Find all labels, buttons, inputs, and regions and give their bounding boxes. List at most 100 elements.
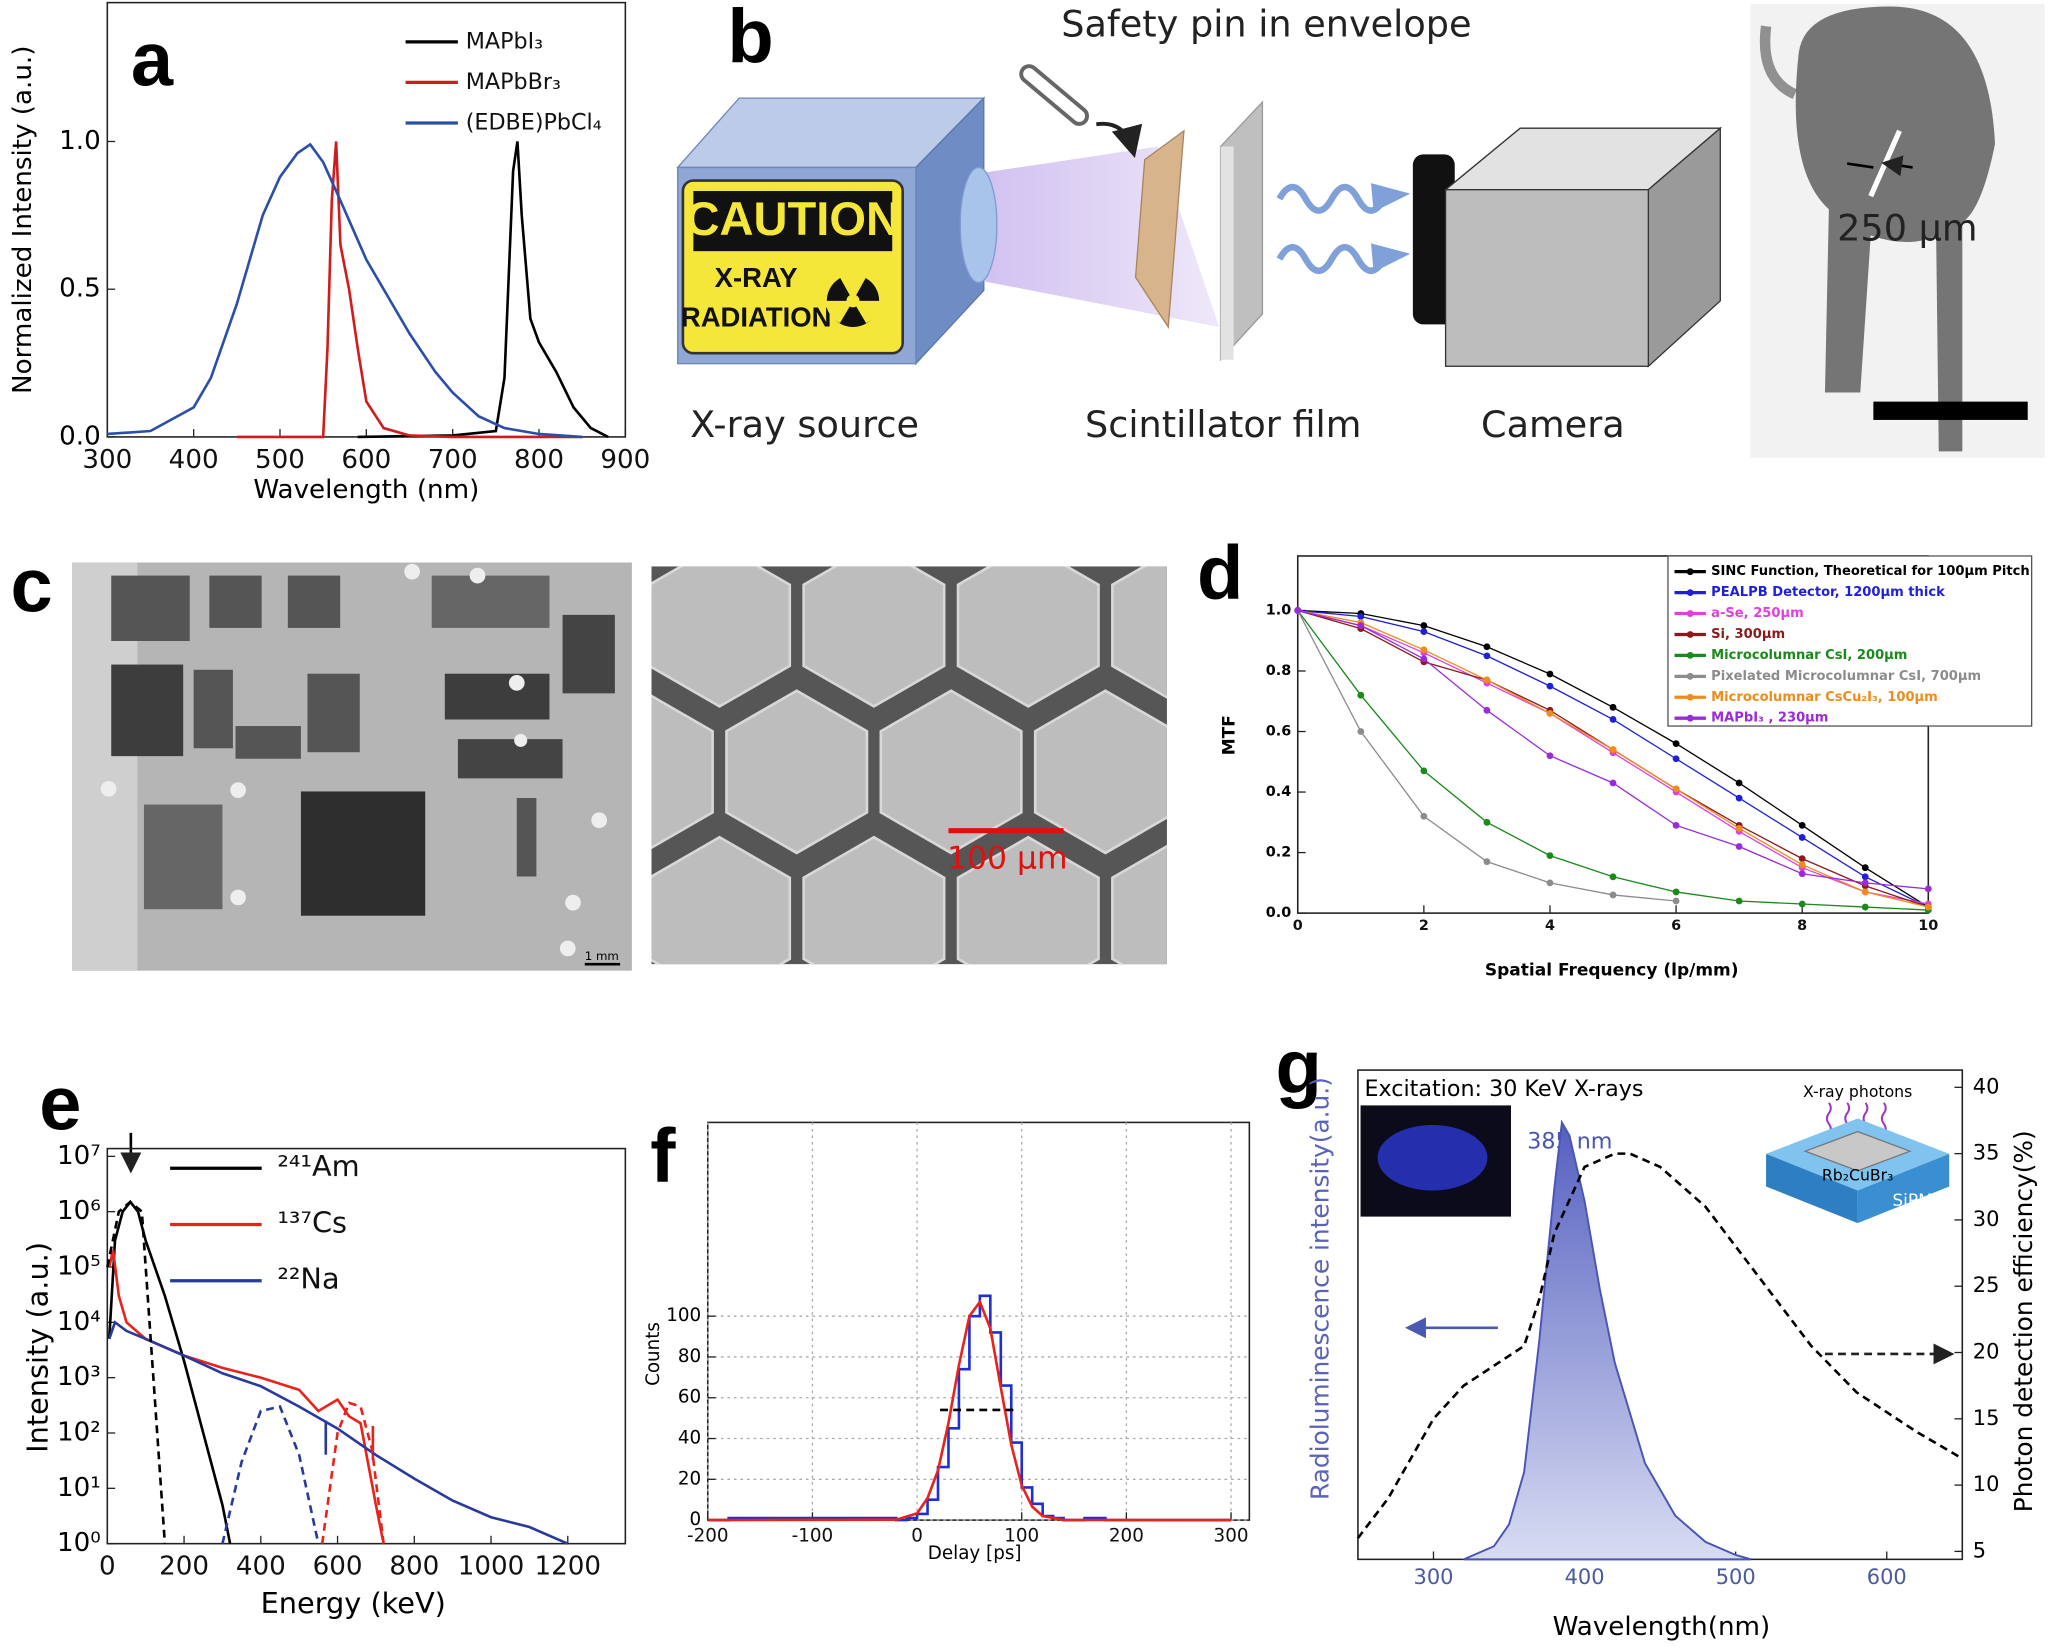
sign-text: X-RAY: [715, 262, 798, 293]
x-tick-label: 200: [159, 1552, 209, 1582]
x-tick-label: 0: [911, 1526, 923, 1547]
legend-box: [1667, 555, 2033, 727]
plot-frame: [106, 1147, 627, 1545]
marker: [1735, 824, 1743, 832]
line: [320, 1401, 385, 1544]
marker: [1798, 900, 1806, 908]
component-label: Scintillator film: [1085, 403, 1361, 446]
marker: [1861, 879, 1869, 887]
x-tick-label: 500: [1716, 1565, 1756, 1589]
legend-label: Pixelated Microcolumnar CsI, 700μm: [1711, 669, 1981, 684]
marker: [1861, 888, 1869, 896]
chart-title: Excitation: 30 KeV X-rays: [1364, 1076, 1643, 1102]
marker: [1672, 821, 1680, 829]
marker: [1420, 628, 1428, 636]
y-tick-label: 100: [666, 1305, 701, 1326]
legend-marker: [1686, 631, 1694, 638]
marker: [1798, 870, 1806, 878]
marker: [1546, 752, 1554, 760]
marker: [1483, 643, 1491, 651]
hexagon: [725, 689, 869, 855]
marker: [1672, 897, 1680, 905]
legend-label: MAPbI₃ , 230μm: [1711, 711, 1828, 726]
plot-frame: [706, 1121, 1251, 1521]
annotation: X-ray photons: [1803, 1082, 1912, 1101]
marker: [1483, 858, 1491, 866]
x-tick-label: 700: [428, 445, 478, 475]
marker: [1357, 728, 1365, 735]
marker: [1420, 622, 1428, 629]
hexagon: [651, 694, 714, 850]
legend-marker: [1686, 714, 1694, 722]
scale-label: 100 μm: [947, 840, 1067, 876]
y-tick-label: 0.8: [1266, 663, 1291, 679]
panel-label: a: [131, 17, 174, 102]
x-axis-title: Energy (keV): [261, 1586, 446, 1620]
x-tick-label: 1200: [535, 1552, 602, 1582]
legend-label: MAPbBr₃: [466, 69, 561, 95]
marker: [1672, 785, 1680, 793]
x-tick-label: 800: [514, 445, 564, 475]
hexagon: [1344, 398, 1484, 560]
hexagon: [1111, 566, 1167, 699]
y-tick-label: 20: [678, 1468, 701, 1489]
marker: [1357, 613, 1365, 620]
hexagon: [1111, 844, 1167, 965]
panel-label: d: [1197, 530, 1243, 615]
y-tick-label: 10⁷: [57, 1141, 101, 1171]
legend-label: ¹³⁷Cs: [277, 1205, 347, 1239]
x-tick-label: 8: [1797, 918, 1807, 934]
legend-marker: [1686, 589, 1694, 597]
marker: [1609, 746, 1617, 754]
legend-label: ²²Na: [277, 1262, 339, 1296]
marker: [1798, 855, 1806, 863]
legend-label: ²⁴¹Am: [277, 1149, 359, 1183]
y-tick-label: 10⁰: [57, 1528, 101, 1558]
line: [106, 1200, 167, 1544]
line: [707, 1294, 1232, 1522]
line: [707, 1299, 1232, 1522]
legend-label: (EDBE)PbCl₄: [466, 109, 602, 135]
legend-label: MAPbI₃: [466, 28, 543, 54]
panel-label: f: [650, 1114, 676, 1199]
x-tick-label: 4: [1545, 918, 1555, 934]
y-tick-label: 10⁶: [57, 1196, 101, 1226]
x-axis-title: Wavelength(nm): [1553, 1612, 1771, 1642]
legend-label: Si, 300μm: [1711, 627, 1785, 642]
y-tick-label: 40: [678, 1428, 701, 1449]
marker: [1420, 655, 1428, 663]
panel-label: e: [39, 1061, 81, 1146]
y-tick-label: 1.0: [59, 126, 101, 156]
marker: [1924, 903, 1932, 911]
y2-tick-label: 25: [1973, 1273, 2000, 1297]
panel-label: g: [1276, 1025, 1322, 1110]
x-tick-label: 300: [1214, 1526, 1249, 1547]
panel-label: b: [727, 0, 773, 79]
legend-marker: [1686, 568, 1694, 576]
marker: [1546, 670, 1554, 678]
y-tick-label: 1.0: [1266, 602, 1291, 618]
x-tick-label: 0: [1293, 918, 1303, 934]
legend-label: SINC Function, Theoretical for 100μm Pit…: [1711, 564, 2030, 579]
marker: [1735, 843, 1743, 850]
x-tick-label: 400: [236, 1552, 286, 1582]
x-tick-label: 100: [1004, 1526, 1039, 1547]
xray-setup: Safety pin in envelope CAUTION X-RAY RAD…: [676, 3, 2045, 458]
hexagon: [572, 984, 712, 1146]
legend-label: Microcolumnar CsCu₂I₃, 100μm: [1711, 690, 1938, 705]
annotation: SiPM: [1892, 1191, 1932, 1211]
x-tick-label: 600: [313, 1552, 363, 1582]
hexagon: [1190, 691, 1330, 853]
y-tick-label: 0.6: [1266, 724, 1291, 740]
x-axis-title: Delay [ps]: [928, 1543, 1022, 1564]
y2-tick-label: 10: [1973, 1472, 2000, 1496]
marker: [1798, 861, 1806, 869]
x-tick-label: 300: [1414, 1565, 1454, 1589]
marker: [1420, 646, 1428, 654]
y-axis-title: Intensity (a.u.): [20, 1242, 54, 1453]
x-tick-label: 400: [169, 445, 219, 475]
y-tick-label: 0: [690, 1509, 702, 1530]
y-tick-label: 10¹: [57, 1473, 101, 1503]
y-tick-label: 0.0: [59, 421, 101, 451]
y-tick-label: 60: [678, 1387, 701, 1408]
